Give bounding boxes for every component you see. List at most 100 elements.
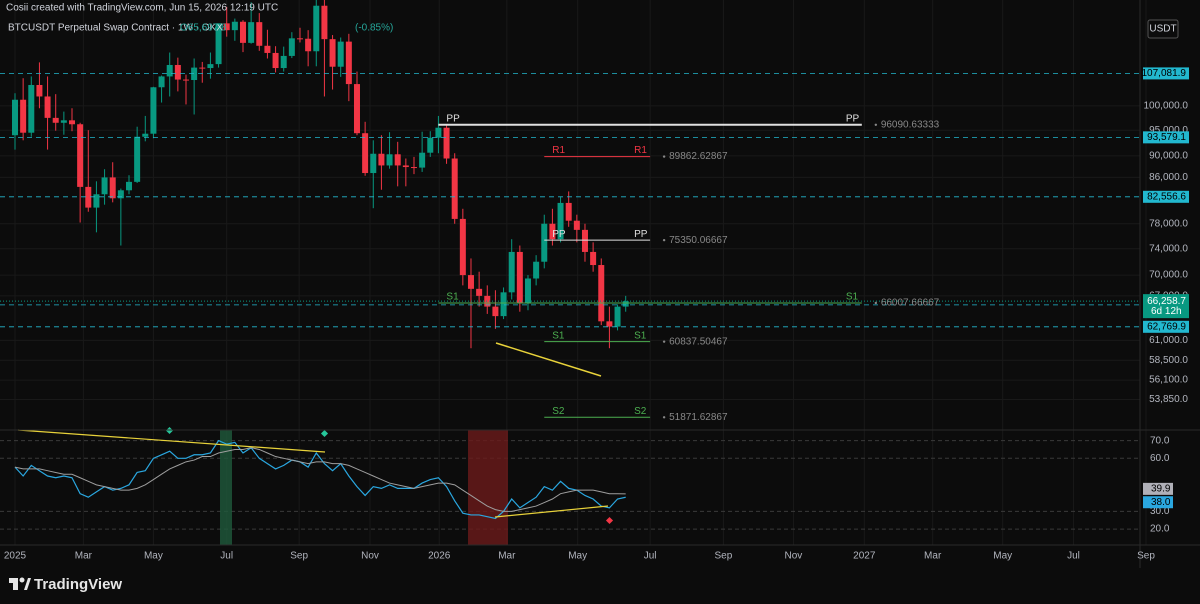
- attribution: Cosii created with TradingView.com, Jun …: [6, 3, 278, 14]
- x-tick-label: Sep: [715, 551, 733, 562]
- pivot-dot: [874, 301, 878, 305]
- candle-body: [524, 278, 531, 304]
- candle-body: [207, 64, 214, 69]
- candle-body: [215, 23, 222, 65]
- level-box: [1143, 190, 1189, 203]
- rsi-line: [14, 447, 626, 512]
- candle-body: [280, 55, 287, 69]
- price-label: 66,258.7: [1147, 296, 1186, 307]
- x-tick-label: Sep: [290, 551, 308, 562]
- y-tick-label: 86,000.0: [1149, 172, 1188, 183]
- candle-body: [12, 99, 18, 136]
- candle-body: [476, 288, 483, 296]
- candle-body: [410, 167, 417, 169]
- brand: TradingView: [34, 576, 122, 593]
- y-tick-label: 53,850.0: [1149, 394, 1188, 405]
- x-tick-label: Jul: [220, 551, 233, 562]
- x-tick-label: Nov: [785, 551, 803, 562]
- x-tick-label: May: [568, 551, 587, 562]
- candle-body: [427, 137, 434, 153]
- rsi-value-label: 39.9: [1151, 484, 1171, 495]
- candle-body: [248, 22, 255, 43]
- candle-body: [614, 306, 621, 327]
- x-tick-label: Jul: [1067, 551, 1080, 562]
- candle-body: [77, 124, 84, 187]
- y-tick-label: 95,000.0: [1149, 125, 1188, 136]
- y-tick-label: 90,000.0: [1149, 150, 1188, 161]
- pivot-label: S1: [552, 330, 565, 341]
- footer: [0, 568, 1200, 604]
- pivot-label: S1: [846, 292, 859, 303]
- candle-body: [337, 41, 344, 67]
- pivot-label: R1: [634, 145, 647, 156]
- candle-body: [557, 202, 564, 240]
- level-box: [1143, 131, 1189, 144]
- pivot-dot: [662, 155, 666, 158]
- x-tick-label: May: [993, 551, 1012, 562]
- pivot-dot: [662, 238, 666, 242]
- level-label: 82,556.6: [1147, 191, 1186, 202]
- candle-body: [386, 154, 393, 166]
- pivot-label: PP: [446, 113, 460, 124]
- candle-body: [36, 84, 43, 97]
- candle-body: [492, 306, 499, 317]
- candle-body: [451, 158, 458, 219]
- pivot-label: S2: [634, 406, 647, 417]
- candle-body: [182, 79, 189, 81]
- logo-shape: [13, 578, 18, 590]
- price-box: [1143, 294, 1189, 319]
- highlight-zone: [220, 430, 232, 545]
- pivot-value: 66007.66667: [881, 298, 940, 309]
- candle-body: [598, 265, 605, 322]
- candle-body: [174, 64, 181, 80]
- candle-body: [329, 39, 336, 67]
- x-tick-label: 2026: [428, 551, 451, 562]
- candle-body: [541, 223, 548, 262]
- x-tick-label: Sep: [1137, 551, 1155, 562]
- x-tick-label: Nov: [361, 551, 379, 562]
- logo-shape: [24, 578, 31, 590]
- candle-body: [565, 202, 572, 221]
- candle-body: [590, 251, 597, 266]
- pivot-label: R1: [552, 145, 565, 156]
- candle-body: [158, 76, 165, 88]
- currency-box[interactable]: [1147, 19, 1179, 39]
- candle-body: [362, 133, 369, 174]
- candle-body: [264, 45, 271, 53]
- pivot-dot: [874, 123, 878, 126]
- trendline: [494, 505, 609, 518]
- signal-marker: [605, 516, 614, 525]
- candle-body: [606, 321, 613, 327]
- price-pane: PP PP 96090.63333 R1 R1 89862.62867 PP PP 75350.…: [0, 0, 1140, 423]
- candle-body: [191, 67, 198, 81]
- candle-body: [20, 99, 27, 133]
- level-box: [1143, 67, 1189, 80]
- candle-body: [508, 251, 515, 293]
- rsi-pane: [14, 439, 626, 520]
- pivot-dot: [662, 416, 666, 419]
- candle-body: [134, 136, 141, 182]
- candle-body: [378, 153, 385, 166]
- candle-body: [44, 96, 51, 118]
- x-tick-label: May: [144, 551, 163, 562]
- rsi-value-label: 38.0: [1151, 497, 1171, 508]
- candle-body: [101, 177, 108, 195]
- candle-body: [467, 275, 474, 289]
- y-tick-label: 58,500.0: [1149, 355, 1188, 366]
- candle-body: [321, 5, 328, 40]
- candle-body: [484, 295, 491, 307]
- pivot-label: S1: [446, 292, 459, 303]
- x-tick-label: 2027: [853, 551, 876, 562]
- candle-body: [516, 251, 523, 304]
- candle-body: [231, 21, 238, 31]
- pivot-dot: [662, 340, 666, 343]
- level-box: [1143, 320, 1189, 333]
- candle-body: [199, 67, 206, 69]
- pivot-value: 89862.62867: [669, 151, 728, 162]
- currency: USDT: [1149, 24, 1176, 35]
- candle-body: [500, 292, 507, 317]
- candle-body: [533, 261, 540, 279]
- y-tick-label: 61,000.0: [1149, 335, 1188, 346]
- pivot-label: PP: [634, 229, 648, 240]
- candle-body: [296, 38, 303, 40]
